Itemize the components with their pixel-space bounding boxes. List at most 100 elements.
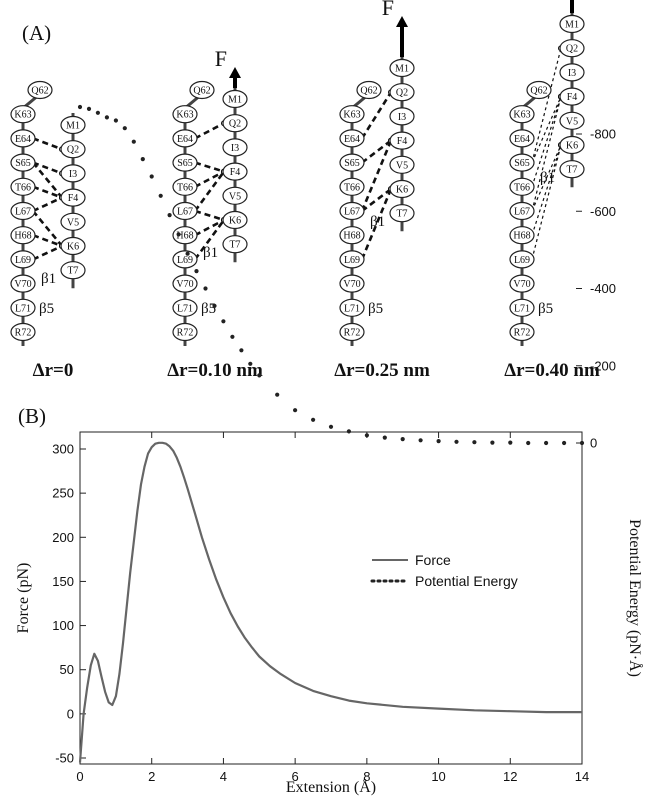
hydrogen-bond (361, 187, 392, 213)
residue-node (10, 129, 36, 148)
energy-point (436, 439, 441, 444)
residue-label: L71 (177, 303, 193, 314)
hydrogen-bond (360, 91, 393, 140)
x-tick-label: 12 (503, 769, 517, 784)
residue-node (509, 105, 535, 124)
legend-label-force: Force (415, 552, 451, 568)
energy-point (579, 440, 585, 446)
residue-node (509, 201, 535, 221)
y2-tick-label: 0 (590, 436, 597, 451)
energy-point (248, 361, 253, 366)
y-tick-label: 250 (52, 486, 74, 501)
residue-label: L69 (344, 255, 360, 266)
force-label: F (215, 46, 227, 71)
residue-node (509, 298, 535, 317)
strand-label-beta5: β5 (368, 301, 383, 317)
residue-node (509, 250, 535, 269)
residue-label: L71 (514, 303, 530, 314)
residue-label: L69 (177, 255, 193, 266)
energy-point (194, 269, 199, 274)
residue-node (339, 250, 365, 269)
residue-label: M1 (395, 64, 409, 75)
energy-point (212, 303, 217, 308)
x-tick-label: 6 (292, 769, 299, 784)
residue-node (389, 83, 415, 102)
legend-label-energy: Potential Energy (415, 573, 518, 589)
residue-node (339, 153, 365, 172)
residue-node (509, 226, 535, 245)
y-tick-label: 100 (52, 618, 74, 633)
energy-point (454, 439, 459, 444)
hairpin-state: Q62 K63 E64 S65 T66 L67 H68 L69 V70 L71 R72 M1 Q2 I3 F… (10, 80, 86, 381)
residue-label: L67 (514, 207, 530, 218)
hydrogen-bond (32, 161, 63, 175)
residue-node (559, 135, 585, 155)
residue-label: E64 (15, 134, 31, 145)
residue-label: S65 (514, 158, 530, 169)
energy-point (562, 440, 567, 446)
residue-label: T66 (177, 182, 193, 193)
residue-node (10, 201, 36, 221)
strand-label-beta1: β1 (540, 170, 555, 186)
residue-label: F4 (397, 136, 408, 147)
residue-node (60, 188, 86, 207)
hydrogen-bond (194, 122, 225, 140)
residue-label: I3 (69, 169, 77, 180)
strand-label-beta5: β5 (39, 301, 54, 317)
energy-point (418, 438, 423, 443)
residue-label: V5 (229, 191, 241, 202)
delta-r-label: Δr=0.40 nm (504, 360, 600, 381)
y-axis-right: 0 -200 -400 -600 -800 (576, 127, 616, 451)
delta-r-label: Δr=0.10 nm (167, 360, 263, 381)
energy-point (382, 435, 387, 440)
hydrogen-bond (531, 144, 562, 212)
hydrogen-bond (32, 185, 63, 199)
residue-label: S65 (344, 158, 360, 169)
residue-node (222, 210, 248, 230)
residue-node (10, 250, 36, 269)
panel-a: (A) Q62 K63 E64 S65 T66 L67 H68 L69 V70 L71 R72 M1 Q… (10, 0, 600, 381)
x-axis: 0 2 4 6 8 10 12 14 (76, 432, 589, 784)
energy-point (140, 157, 145, 162)
residue-node (10, 322, 36, 342)
residue-node (339, 105, 365, 124)
residue-label: E64 (177, 134, 193, 145)
hydrogen-bond (360, 188, 393, 260)
residue-label: Q2 (566, 44, 578, 55)
residue-node (172, 153, 198, 172)
residue-node (60, 115, 86, 135)
residue-label: R72 (177, 328, 194, 339)
strand-label-beta1: β1 (41, 271, 56, 287)
residue-node (27, 80, 53, 100)
hydrogen-bond (194, 161, 225, 173)
residue-label: M1 (565, 20, 579, 31)
energy-point (364, 433, 369, 438)
energy-point (526, 440, 531, 446)
residue-label: E64 (344, 134, 360, 145)
residue-label: V5 (566, 116, 578, 127)
residue-node (222, 89, 248, 109)
energy-point (221, 319, 226, 324)
plot-frame (79, 431, 583, 765)
strand-label-beta1: β1 (203, 245, 218, 261)
energy-point (95, 110, 100, 115)
residue-label: M1 (66, 121, 80, 132)
residue-node (389, 179, 415, 199)
residue-node (10, 153, 36, 172)
y-tick-label: 200 (52, 530, 74, 545)
energy-point (113, 118, 118, 123)
energy-point (176, 232, 181, 237)
hydrogen-bond (531, 96, 562, 163)
series-force-line (78, 441, 582, 763)
hydrogen-bond (194, 170, 225, 188)
hydrogen-bond (32, 196, 63, 213)
residue-label: L69 (15, 255, 31, 266)
residue-label: S65 (15, 158, 31, 169)
energy-point (490, 440, 495, 445)
energy-point (86, 106, 92, 111)
hairpin-states: Q62 K63 E64 S65 T66 L67 H68 L69 V70 L71 R72 M1 Q2 I3 F… (10, 0, 600, 381)
energy-point (230, 334, 235, 339)
residue-label: Q62 (193, 86, 210, 97)
